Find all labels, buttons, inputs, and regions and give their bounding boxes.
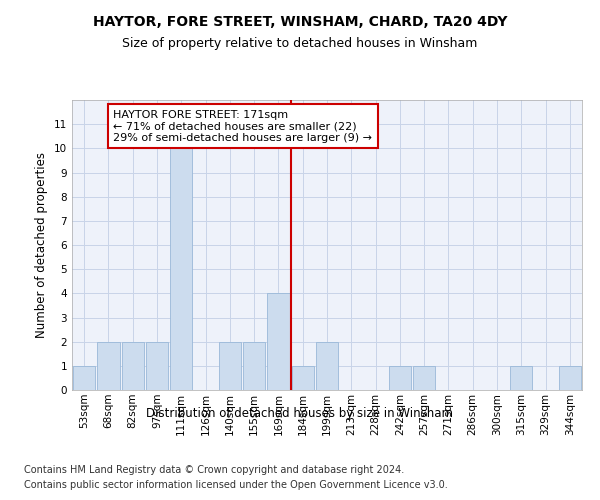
Bar xyxy=(170,148,193,390)
Text: HAYTOR, FORE STREET, WINSHAM, CHARD, TA20 4DY: HAYTOR, FORE STREET, WINSHAM, CHARD, TA2… xyxy=(93,15,507,29)
Bar xyxy=(316,342,338,390)
Bar xyxy=(97,342,119,390)
Text: HAYTOR FORE STREET: 171sqm
← 71% of detached houses are smaller (22)
29% of semi: HAYTOR FORE STREET: 171sqm ← 71% of deta… xyxy=(113,110,372,143)
Text: Distribution of detached houses by size in Winsham: Distribution of detached houses by size … xyxy=(146,408,454,420)
Bar xyxy=(243,342,265,390)
Bar xyxy=(559,366,581,390)
Y-axis label: Number of detached properties: Number of detached properties xyxy=(35,152,49,338)
Text: Contains public sector information licensed under the Open Government Licence v3: Contains public sector information licen… xyxy=(24,480,448,490)
Bar xyxy=(292,366,314,390)
Bar xyxy=(510,366,532,390)
Bar xyxy=(146,342,168,390)
Bar xyxy=(389,366,411,390)
Bar xyxy=(122,342,144,390)
Bar xyxy=(73,366,95,390)
Text: Size of property relative to detached houses in Winsham: Size of property relative to detached ho… xyxy=(122,38,478,51)
Text: Contains HM Land Registry data © Crown copyright and database right 2024.: Contains HM Land Registry data © Crown c… xyxy=(24,465,404,475)
Bar xyxy=(267,294,290,390)
Bar xyxy=(413,366,436,390)
Bar xyxy=(218,342,241,390)
